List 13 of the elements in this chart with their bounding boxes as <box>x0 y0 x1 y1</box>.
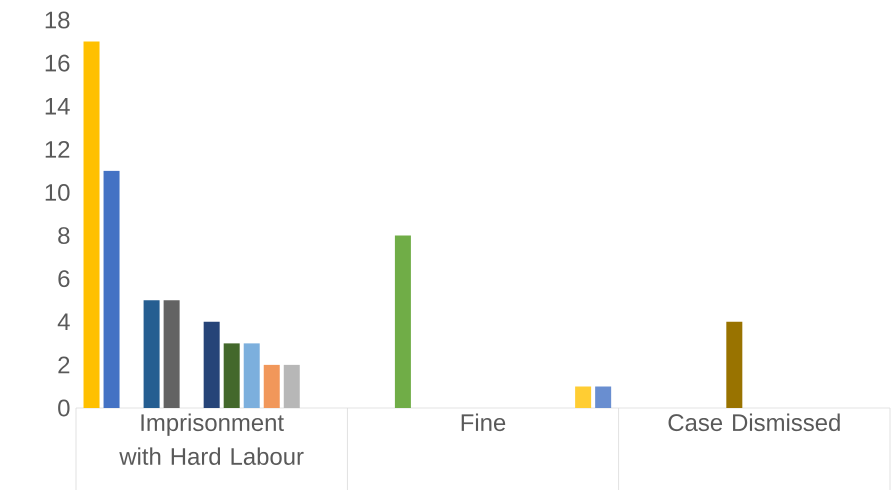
y-tick-label: 2 <box>58 356 70 374</box>
y-tick-label: 14 <box>46 98 70 114</box>
x-tick-label: Imprisonment with Hard Labour <box>119 414 304 465</box>
y-tick-label: 10 <box>46 184 70 201</box>
y-tick-label: 4 <box>58 314 70 330</box>
x-tick-label: Case Dismissed <box>668 414 840 432</box>
x-tick-label: Fine <box>462 414 506 432</box>
y-tick-label: 8 <box>58 227 70 244</box>
y-tick-label: 18 <box>46 12 70 28</box>
y-tick-label: 12 <box>46 140 70 158</box>
y-tick-label: 16 <box>46 54 70 72</box>
y-tick-label: 6 <box>58 270 70 288</box>
y-tick-label: 0 <box>58 400 70 416</box>
